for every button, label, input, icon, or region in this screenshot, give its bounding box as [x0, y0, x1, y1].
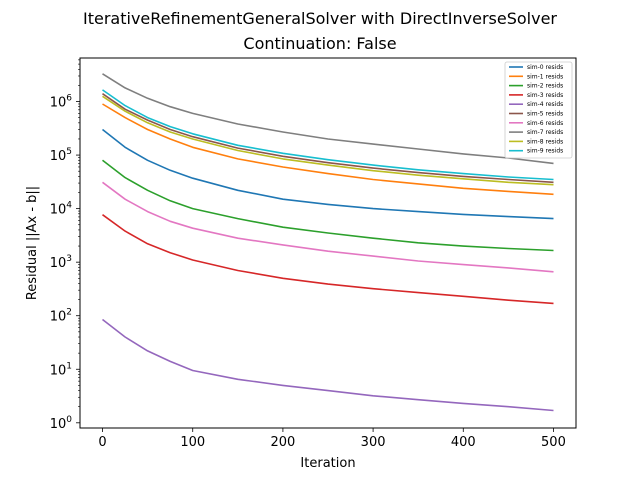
- series-line-9: [102, 89, 554, 181]
- series-line-6: [102, 181, 554, 273]
- legend-label-7: sim-7 resids: [527, 129, 563, 136]
- series-line-4: [102, 318, 554, 412]
- series-line-5: [102, 93, 554, 184]
- x-tick-label: 0: [98, 435, 106, 450]
- series-line-7: [102, 73, 554, 165]
- series-line-1: [102, 103, 554, 196]
- x-tick-label: 300: [361, 435, 386, 450]
- y-tick-label: 102: [50, 308, 72, 325]
- series-line-8: [102, 95, 554, 186]
- chart-title: IterativeRefinementGeneralSolver with Di…: [83, 9, 557, 28]
- y-axis-label: Residual ||Ax - b||: [25, 186, 40, 300]
- legend-label-0: sim-0 resids: [527, 64, 563, 71]
- x-tick-label: 500: [541, 435, 566, 450]
- y-tick-label: 104: [50, 201, 73, 218]
- x-tick-label: 200: [270, 435, 295, 450]
- legend-label-5: sim-5 resids: [527, 111, 563, 118]
- x-axis: 0 100 200 300 400 500: [98, 428, 566, 450]
- y-axis: 100 101 102 103 104 105 106: [50, 59, 80, 432]
- legend-label-6: sim-6 resids: [527, 120, 563, 127]
- x-tick-label: 100: [180, 435, 205, 450]
- legend-label-4: sim-4 resids: [527, 101, 563, 108]
- series-line-3: [102, 214, 554, 305]
- legend-label-3: sim-3 resids: [527, 92, 563, 99]
- y-tick-label: 100: [50, 415, 73, 432]
- series-line-2: [102, 159, 554, 252]
- legend: sim-0 resids sim-1 resids sim-2 resids sim-…: [504, 61, 573, 159]
- x-tick-label: 400: [451, 435, 476, 450]
- y-tick-label: 106: [50, 94, 73, 111]
- legend-label-9: sim-9 resids: [527, 148, 563, 155]
- legend-label-2: sim-2 resids: [527, 83, 563, 90]
- series-line-0: [102, 128, 554, 220]
- y-tick-label: 105: [50, 147, 72, 164]
- plot-frame: [79, 57, 577, 429]
- series-layer: [102, 73, 554, 412]
- y-tick-label: 103: [50, 254, 72, 271]
- y-tick-label: 101: [50, 361, 72, 378]
- chart-subtitle: Continuation: False: [243, 34, 396, 53]
- legend-label-8: sim-8 resids: [527, 138, 563, 145]
- legend-label-1: sim-1 resids: [527, 73, 563, 80]
- x-axis-label: Iteration: [300, 456, 355, 471]
